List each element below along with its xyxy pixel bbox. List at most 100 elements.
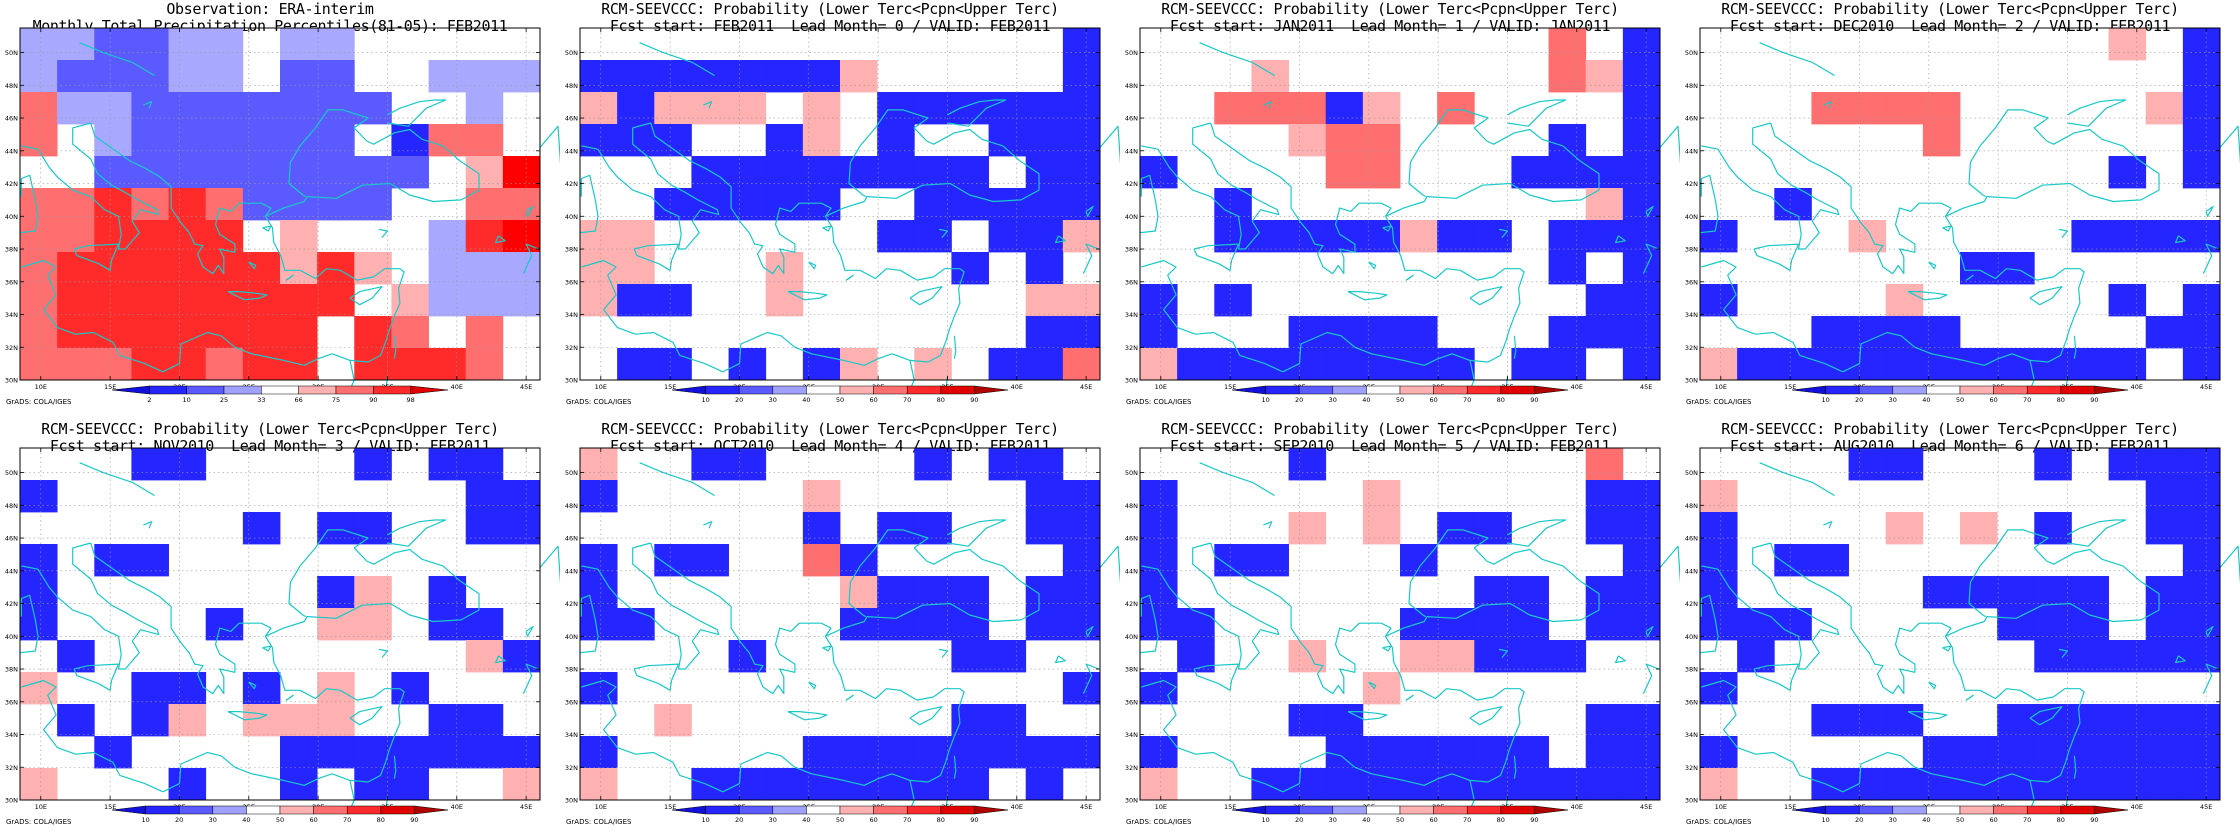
grid-cell xyxy=(131,28,169,61)
colorbar-segment xyxy=(705,385,740,395)
grid-cell xyxy=(877,124,915,157)
grid-cell xyxy=(1251,220,1289,253)
grid-cell xyxy=(465,156,504,189)
grid-cell xyxy=(1922,124,1961,157)
grid-cell xyxy=(317,512,355,545)
grid-cell xyxy=(1025,608,1064,641)
lon-tick-label: 15E xyxy=(1224,383,1236,391)
grid-cell xyxy=(465,252,504,285)
grid-cell xyxy=(2108,736,2147,769)
grid-cell xyxy=(1025,156,1064,189)
colorbar-label: 30 xyxy=(1889,396,1897,404)
lat-tick-label: 32N xyxy=(1125,344,1138,352)
grid-cell xyxy=(1325,156,1364,189)
grid-cell xyxy=(2145,736,2184,769)
grid-cell xyxy=(1140,348,1178,381)
colorbar-segment xyxy=(145,805,180,815)
grid-cell xyxy=(168,672,207,705)
grid-cell xyxy=(1548,220,1587,253)
grid-cell xyxy=(1288,316,1327,349)
lon-tick-label: 45E xyxy=(1640,803,1652,811)
grid-cell xyxy=(1548,768,1587,801)
grid-cell xyxy=(168,156,207,189)
grid-cell xyxy=(428,220,467,253)
colorbar-label: 90 xyxy=(970,396,978,404)
grid-cell xyxy=(840,608,878,641)
grid-cell xyxy=(168,768,207,801)
grid-cell xyxy=(2182,124,2221,157)
colorbar-segment xyxy=(1231,805,1266,815)
grid-cell xyxy=(988,124,1027,157)
grid-cell xyxy=(1288,768,1327,801)
grid-cell xyxy=(617,124,655,157)
colorbar-segment xyxy=(1466,805,1502,815)
colorbar-segment xyxy=(738,385,774,395)
colorbar-label: 40 xyxy=(802,816,810,824)
grid-cell xyxy=(1885,284,1924,317)
coastlines xyxy=(579,462,1120,809)
colorbar-segment xyxy=(246,805,281,815)
coastlines xyxy=(1699,462,2240,809)
grid-cell xyxy=(1848,768,1887,801)
grid-cell xyxy=(1437,768,1475,801)
precip-map: 30N 32N 34N 36N 38N 40N 42N 44N 46N 48N 50N 10E 15E 2… xyxy=(1685,447,2240,824)
colorbar-label: 20 xyxy=(1295,816,1303,824)
lat-tick-label: 42N xyxy=(565,180,578,188)
grid-cell xyxy=(1885,448,1924,481)
grid-cell xyxy=(840,576,878,609)
lat-tick-label: 40N xyxy=(1125,213,1138,221)
colorbar-segment xyxy=(1959,385,1994,395)
colorbar-label: 50 xyxy=(1956,816,1964,824)
map-panel-4: RCM-SEEVCCC: Probability (Lower Terc<Pcp… xyxy=(1680,0,2240,420)
grid-cell xyxy=(1848,348,1887,381)
lat-tick-label: 42N xyxy=(1125,180,1138,188)
colorbar-label: 80 xyxy=(937,816,945,824)
grid-cell xyxy=(317,672,355,705)
grid-cell xyxy=(840,60,878,93)
grid-cell xyxy=(1474,768,1512,801)
colorbar-segment xyxy=(839,385,874,395)
colorbar-label: 50 xyxy=(1396,816,1404,824)
grid-cell xyxy=(1622,768,1661,801)
grid-cell xyxy=(354,768,392,801)
grid-cell xyxy=(1511,736,1549,769)
grid-cell xyxy=(20,348,58,381)
lat-tick-label: 36N xyxy=(1685,278,1698,286)
grid-cell xyxy=(1362,220,1401,253)
grid-cell xyxy=(1140,768,1178,801)
grid-cell xyxy=(1811,544,1849,577)
colorbar-segment xyxy=(1332,385,1367,395)
coastlines xyxy=(1139,42,1680,389)
lat-tick-label: 42N xyxy=(1685,600,1698,608)
colorbar-label: 40 xyxy=(1922,396,1930,404)
lat-tick-label: 32N xyxy=(1685,764,1698,772)
grid-cell xyxy=(2071,768,2109,801)
grid-cell xyxy=(1025,188,1064,221)
colorbar: 10 20 30 40 50 60 70 80 90 xyxy=(1231,805,1569,824)
colorbar-segment xyxy=(1265,805,1300,815)
grid-cell xyxy=(168,60,207,93)
grid-cell xyxy=(168,28,207,61)
grid-cell xyxy=(502,284,541,317)
grid-cell xyxy=(168,92,207,125)
grid-cell xyxy=(1140,316,1178,349)
grid-cell xyxy=(765,124,804,157)
grid-cell xyxy=(728,768,767,801)
grid-cell xyxy=(1585,512,1624,545)
grid-cell xyxy=(1177,348,1215,381)
colorbar-label: 30 xyxy=(769,816,777,824)
colorbar-segment xyxy=(772,805,807,815)
grid-cell xyxy=(1400,316,1438,349)
grid-cell xyxy=(1960,512,1998,545)
grid-cell xyxy=(242,92,281,125)
colorbar-segment xyxy=(906,805,942,815)
lat-tick-label: 34N xyxy=(565,731,578,739)
grid-cell xyxy=(131,448,169,481)
grid-cell xyxy=(131,704,169,737)
colorbar-segment xyxy=(940,385,975,395)
lat-tick-label: 30N xyxy=(1125,377,1138,385)
colorbar-segment xyxy=(178,805,214,815)
colorbar-label: 60 xyxy=(869,396,877,404)
grid-cell xyxy=(354,512,392,545)
grid-cell xyxy=(951,704,989,737)
